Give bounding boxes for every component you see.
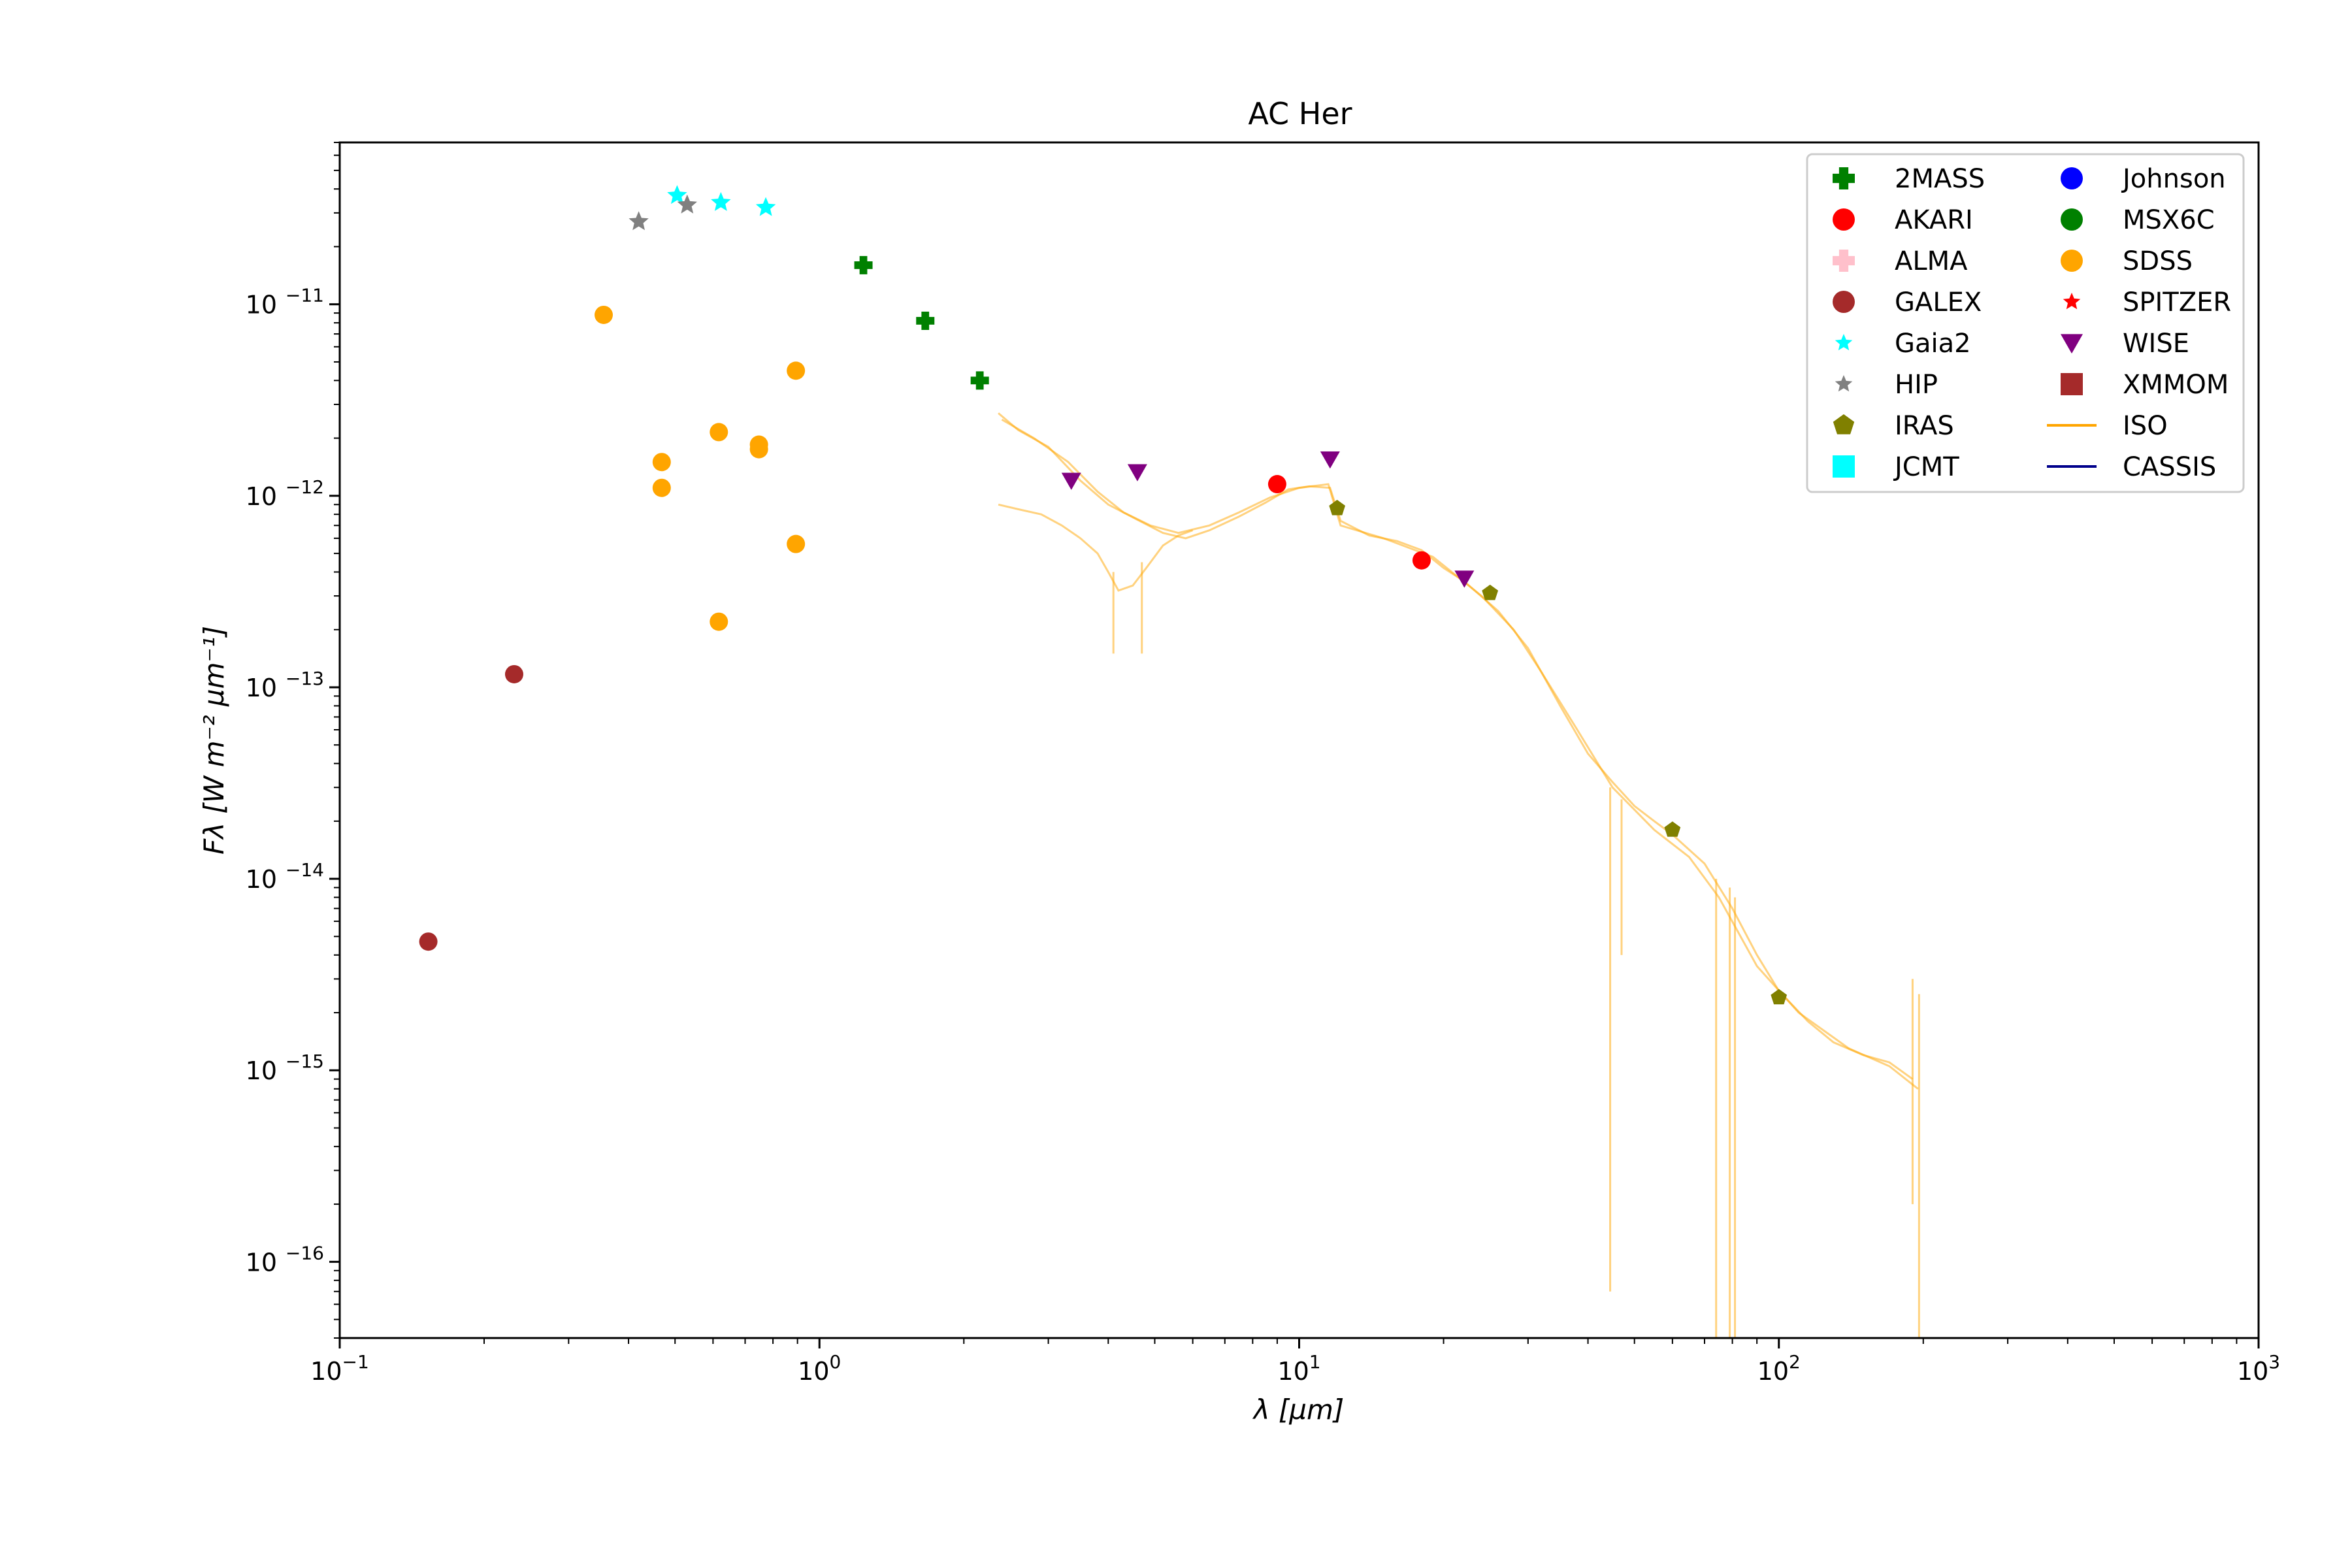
legend-label-sdss: SDSS [2123, 246, 2193, 276]
legend-marker-akari [1833, 208, 1855, 231]
y-tick-exponent-1: −16 [286, 1242, 324, 1264]
legend-label-hip: HIP [1895, 370, 1938, 400]
legend-label-spitzer: SPITZER [2123, 287, 2231, 318]
iso-spectrum-lines [998, 412, 1920, 1338]
akari-point-2 [1412, 551, 1431, 570]
gaia2-point-1 [667, 185, 687, 204]
sdss-point-4 [710, 423, 728, 442]
legend-label-alma: ALMA [1895, 246, 1968, 276]
legend-marker-spitzer [2063, 293, 2081, 310]
iso-line-2 [1001, 418, 1919, 1090]
galex-point-1 [419, 932, 438, 951]
iso-line-1 [998, 412, 1914, 1080]
legend-label-wise: WISE [2123, 329, 2189, 359]
iras-point-1 [1329, 500, 1345, 515]
sdss-point-8 [787, 361, 806, 380]
legend-marker-jcmt [1833, 455, 1855, 478]
2mass-point-2 [916, 311, 935, 330]
iras-point-3 [1664, 821, 1681, 837]
y-axis-label: Fλ [W m⁻² μm⁻¹] [198, 626, 230, 855]
photometry-points [419, 185, 1788, 1005]
iras-point-2 [1482, 584, 1499, 600]
legend-marker-johnson [2061, 167, 2083, 189]
legend-label-2mass: 2MASS [1895, 164, 1985, 194]
legend-marker-msx6c [2061, 208, 2083, 231]
x-tick-exponent-5: 3 [2268, 1351, 2280, 1373]
iras-point-4 [1771, 988, 1788, 1005]
gaia2-point-3 [755, 197, 776, 216]
legend-marker-alma [1833, 250, 1855, 272]
wise-point-1 [1061, 472, 1081, 490]
sdss-point-2 [652, 453, 671, 472]
galex-point-2 [504, 664, 523, 683]
legend-label-iso: ISO [2123, 411, 2168, 441]
legend-label-jcmt: JCMT [1893, 452, 1959, 482]
sdss-point-7 [749, 440, 768, 459]
akari-point-1 [1267, 475, 1286, 494]
sdss-point-1 [595, 305, 613, 324]
legend-label-xmmom: XMMOM [2123, 370, 2229, 400]
sdss-point-3 [652, 478, 671, 497]
x-tick-label-1: 10−1 [310, 1351, 369, 1386]
x-tick-exponent-4: 2 [1789, 1351, 1801, 1373]
legend-box [1806, 153, 2245, 493]
legend-label-akari: AKARI [1895, 205, 1973, 235]
legend-marker-wise [2061, 334, 2083, 354]
sdss-point-9 [787, 534, 806, 553]
2mass-point-1 [854, 255, 873, 274]
y-tick-exponent-6: −11 [286, 285, 324, 306]
legend-label-gaia2: Gaia2 [1895, 329, 1971, 359]
chart-title: AC Her [1248, 96, 1352, 131]
x-axis-label: λ [μm] [1252, 1394, 1345, 1426]
hip-point-1 [629, 211, 649, 231]
x-tick-exponent-1: −1 [342, 1351, 369, 1373]
wise-point-3 [1320, 451, 1340, 469]
legend-label-johnson: Johnson [2121, 164, 2226, 194]
hip-point-2 [677, 194, 697, 214]
legend-marker-galex [1833, 291, 1855, 313]
x-tick-exponent-2: 0 [830, 1351, 841, 1373]
legend-marker-sdss [2061, 250, 2083, 272]
legend-marker-hip [1835, 375, 1853, 392]
iso-line-3 [998, 503, 1194, 592]
legend-marker-xmmom [2061, 373, 2083, 395]
legend-label-msx6c: MSX6C [2123, 205, 2215, 235]
gaia2-point-2 [711, 191, 731, 211]
legend-label-iras: IRAS [1895, 411, 1954, 441]
sdss-point-5 [710, 612, 728, 631]
wise-point-4 [1454, 570, 1475, 588]
y-tick-exponent-2: −15 [286, 1051, 324, 1072]
legend-marker-iras [1833, 414, 1855, 434]
y-tick-exponent-4: −13 [286, 668, 324, 689]
legend-marker-2mass [1833, 167, 1855, 189]
legend: 2MASS AKARI ALMA GALEX Gaia2 HIP IRAS JCMT Johns… [1806, 153, 2245, 493]
y-tick-exponent-3: −14 [286, 859, 324, 881]
x-tick-exponent-3: 1 [1309, 1351, 1321, 1373]
y-tick-exponent-5: −12 [286, 476, 324, 498]
legend-marker-gaia2 [1835, 334, 1853, 351]
2mass-point-3 [970, 371, 989, 390]
legend-label-cassis: CASSIS [2123, 452, 2216, 482]
wise-point-2 [1127, 464, 1147, 482]
legend-label-galex: GALEX [1895, 287, 1982, 318]
